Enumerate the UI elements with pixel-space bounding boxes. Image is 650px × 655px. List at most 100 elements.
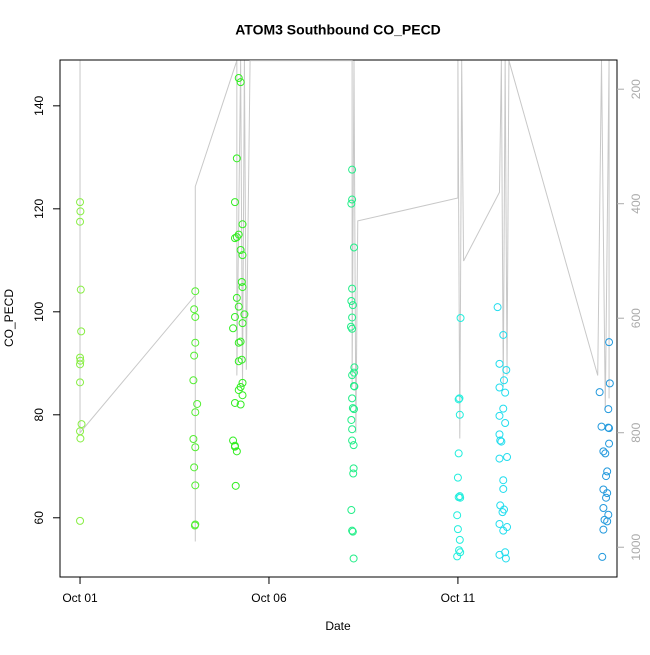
point [605, 379, 614, 388]
point [601, 449, 610, 458]
point [347, 506, 356, 515]
point [455, 535, 464, 544]
point [348, 371, 357, 380]
point [495, 359, 504, 368]
point [76, 207, 85, 216]
point [499, 476, 508, 485]
point [495, 454, 504, 463]
point [598, 552, 607, 561]
y2-tick-label: 200 [629, 79, 643, 99]
point [495, 519, 504, 528]
point [493, 303, 502, 312]
x-tick-label: Oct 01 [62, 591, 98, 605]
point [348, 195, 357, 204]
point [495, 550, 504, 559]
point [230, 442, 239, 451]
point [77, 327, 86, 336]
point [234, 74, 243, 83]
x-axis-label: Date [325, 619, 351, 633]
point [349, 469, 358, 478]
point [347, 415, 356, 424]
point [77, 420, 86, 429]
point [234, 357, 243, 366]
point [232, 154, 241, 163]
point [191, 312, 200, 321]
point [190, 463, 199, 472]
point [230, 198, 239, 207]
point [347, 296, 356, 305]
y-tick-label: 140 [32, 95, 46, 115]
plot-area [76, 60, 614, 563]
point [236, 400, 245, 409]
point [499, 484, 508, 493]
point [346, 322, 355, 331]
point [240, 310, 249, 319]
point [495, 411, 504, 420]
point [499, 330, 508, 339]
point [238, 391, 247, 400]
point [238, 378, 247, 387]
point [76, 516, 85, 525]
point [238, 251, 247, 260]
point [348, 301, 357, 310]
point [190, 521, 199, 530]
point [454, 449, 463, 458]
point [348, 425, 357, 434]
point [602, 493, 611, 502]
point [76, 434, 85, 443]
point [349, 441, 358, 450]
x-tick-label: Oct 11 [441, 591, 476, 605]
y-tick-label: 80 [32, 408, 46, 422]
point [603, 467, 612, 476]
point [232, 293, 241, 302]
point [350, 382, 359, 391]
point [76, 378, 85, 387]
point [602, 472, 611, 481]
point [238, 319, 247, 328]
point [234, 386, 243, 395]
point [498, 508, 507, 517]
plot-frame [59, 59, 618, 578]
point [238, 220, 247, 229]
point [456, 493, 465, 502]
point [348, 394, 357, 403]
point [234, 302, 243, 311]
point [495, 430, 504, 439]
point [191, 287, 200, 296]
point [349, 464, 358, 473]
point [501, 419, 510, 428]
point [236, 78, 245, 87]
y2-tick-label: 400 [629, 193, 643, 213]
point [454, 395, 463, 404]
point [453, 473, 462, 482]
point [190, 305, 199, 314]
point [497, 437, 506, 446]
y2-tick-label: 1000 [629, 534, 643, 561]
point [349, 368, 358, 377]
point [603, 517, 612, 526]
point [597, 422, 606, 431]
x-tick-label: Oct 06 [251, 591, 287, 605]
point [191, 338, 200, 347]
point [605, 439, 614, 448]
point [348, 526, 357, 535]
point [76, 360, 85, 369]
y-tick-label: 60 [32, 511, 46, 525]
point [234, 338, 243, 347]
point [503, 453, 512, 462]
point [347, 199, 356, 208]
point [237, 277, 246, 286]
point [501, 388, 510, 397]
point [229, 324, 238, 333]
y-tick-label: 100 [32, 301, 46, 321]
point [603, 489, 612, 498]
point [599, 525, 608, 534]
point [350, 363, 359, 372]
point [499, 404, 508, 413]
point [348, 324, 357, 333]
point [456, 313, 465, 322]
point [453, 552, 462, 561]
point [230, 312, 239, 321]
